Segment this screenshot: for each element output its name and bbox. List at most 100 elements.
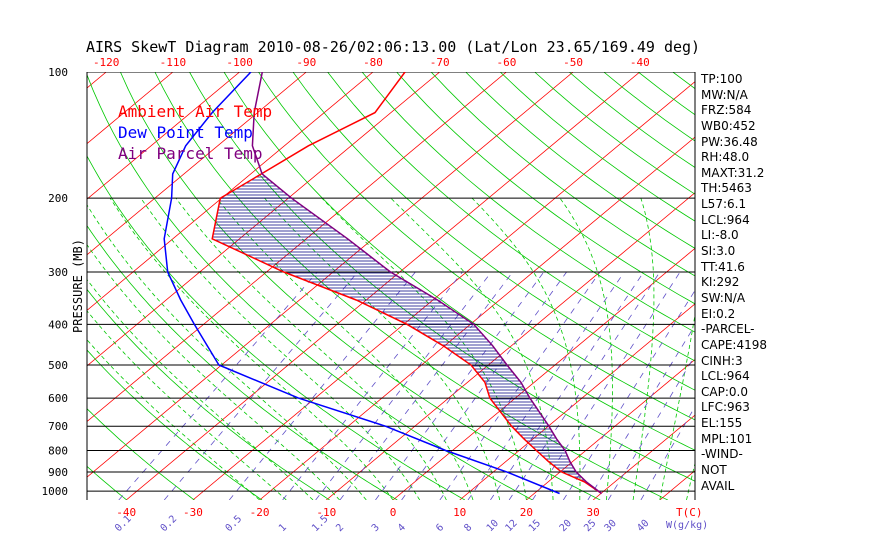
dry-adiabat-line — [258, 72, 695, 421]
legend-ambient-air-temp: Ambient Air Temp — [118, 102, 272, 121]
top-temp-label: -60 — [496, 56, 516, 69]
moist-adiabat-line — [87, 339, 260, 500]
mixing-ratio-line — [563, 289, 695, 500]
mixing-ratio-line — [439, 271, 601, 500]
moist-adiabat-line — [559, 197, 613, 500]
mixing-ratio-line — [587, 324, 695, 500]
bottom-temp-label: -20 — [250, 506, 270, 519]
stat-parcel-lcl: LCL:964 — [701, 369, 750, 384]
dry-adiabat-line — [87, 349, 263, 500]
isotherm-line — [87, 72, 374, 311]
stat-el: EL:155 — [701, 416, 743, 431]
profile-series — [163, 72, 603, 495]
isotherm-line — [87, 72, 574, 478]
stat-rh: RH:48.0 — [701, 150, 750, 165]
stat-th: TH:5463 — [701, 181, 752, 196]
moist-adiabat-line — [140, 197, 421, 500]
bottom-temp-label: 30 — [586, 506, 599, 519]
moist-adiabat-line — [175, 197, 447, 500]
dry-adiabat-line — [430, 72, 695, 277]
bottom-temp-label: -10 — [316, 506, 336, 519]
dry-adiabat-line — [327, 72, 695, 362]
dry-adiabat-line — [396, 72, 695, 305]
moist-adiabat-line — [632, 198, 655, 500]
y-axis-label: PRESSURE (MB) — [71, 239, 85, 333]
pressure-tick-label: 500 — [48, 359, 68, 372]
stat-ki: KI:292 — [701, 275, 740, 290]
pressure-tick-label: 300 — [48, 266, 68, 279]
stat-parcel-header: -PARCEL- — [701, 322, 755, 337]
top-temp-label: -70 — [430, 56, 450, 69]
mixing-ratio-line — [163, 271, 359, 500]
legend-dew-point-temp: Dew Point Temp — [118, 123, 253, 142]
stat-li: LI:-8.0 — [701, 228, 739, 243]
stat-tp: TP:100 — [701, 72, 743, 86]
top-temp-label: -40 — [630, 56, 650, 69]
mixing-ratio-line — [467, 271, 625, 500]
stat-ei: EI:0.2 — [701, 306, 736, 321]
stat-wind-avail: AVAIL — [701, 478, 735, 493]
sounding-stats: TP:100 MW:N/A FRZ:584 WB0:452 PW:36.48 R… — [701, 72, 767, 494]
mixing-ratio-line — [490, 271, 645, 500]
stat-pw: PW:36.48 — [701, 134, 758, 149]
dry-adiabat-line — [87, 288, 330, 500]
dry-adiabat-line — [189, 72, 695, 482]
top-temp-label: -80 — [363, 56, 383, 69]
isotherm-line — [87, 72, 440, 367]
stat-cape: CAPE:4198 — [701, 337, 767, 352]
plot-area — [87, 72, 695, 500]
mixing-ratio-unit-label: W(g/kg) — [666, 520, 708, 531]
dry-adiabat-line — [361, 72, 695, 333]
cape-hatch-area — [212, 176, 585, 481]
air-parcel-temp-line — [251, 72, 603, 495]
moist-adiabat-line — [87, 204, 367, 500]
pressure-tick-label: 600 — [48, 392, 68, 405]
pressure-tick-label: 200 — [48, 192, 68, 205]
moist-adiabat-line — [390, 197, 554, 500]
dry-adiabat-line — [87, 224, 398, 500]
mixing-ratio-lines — [118, 271, 695, 500]
isotherm-line — [592, 414, 695, 500]
dry-adiabat-line — [87, 465, 127, 500]
dew-point-temp-line — [163, 72, 560, 495]
stat-lfc: LFC:963 — [701, 400, 750, 415]
dry-adiabat-line — [87, 408, 195, 500]
mixing-ratio-line — [532, 271, 681, 500]
moist-adiabat-line — [87, 278, 314, 500]
moist-adiabat-line — [321, 197, 527, 500]
bottom-temp-label: -40 — [116, 506, 136, 519]
stat-mpl: MPL:101 — [701, 431, 753, 446]
dry-adiabat-line — [87, 155, 466, 500]
legend-air-parcel-temp: Air Parcel Temp — [118, 144, 263, 163]
stat-lcl: LCL:964 — [701, 212, 750, 227]
isobar-lines — [87, 72, 695, 492]
stat-wind-header: -WIND- — [701, 447, 743, 462]
stat-mw: MW:N/A — [701, 87, 748, 102]
chart-title: AIRS SkewT Diagram 2010-08-26/02:06:13.0… — [86, 38, 700, 56]
dry-adiabat-line — [223, 72, 695, 451]
mixing-ratio-line — [508, 271, 661, 500]
isotherm-line — [259, 136, 695, 500]
dry-adiabat-lines — [87, 72, 695, 500]
stat-wb0: WB0:452 — [701, 118, 756, 133]
stat-sw: SW:N/A — [701, 290, 746, 305]
stat-tt: TT:41.6 — [701, 259, 745, 274]
stat-maxt: MAXT:31.2 — [701, 165, 765, 180]
moist-adiabat-line — [87, 244, 340, 500]
pressure-tick-label: 1000 — [42, 485, 69, 498]
pressure-tick-label: 800 — [48, 445, 68, 458]
moist-adiabat-line — [87, 310, 287, 500]
stat-wind-not: NOT — [701, 463, 727, 478]
isotherm-line — [326, 192, 695, 500]
pressure-tick-label: 400 — [48, 318, 68, 331]
moist-adiabat-line — [471, 197, 581, 500]
top-temp-label: -120 — [93, 56, 120, 69]
dry-adiabat-line — [465, 72, 695, 249]
bottom-temp-label: -30 — [183, 506, 203, 519]
isotherm-line — [526, 358, 695, 500]
bottom-temp-label: 10 — [453, 506, 466, 519]
pressure-tick-label: 100 — [48, 66, 68, 79]
stat-si: SI:3.0 — [701, 244, 736, 259]
